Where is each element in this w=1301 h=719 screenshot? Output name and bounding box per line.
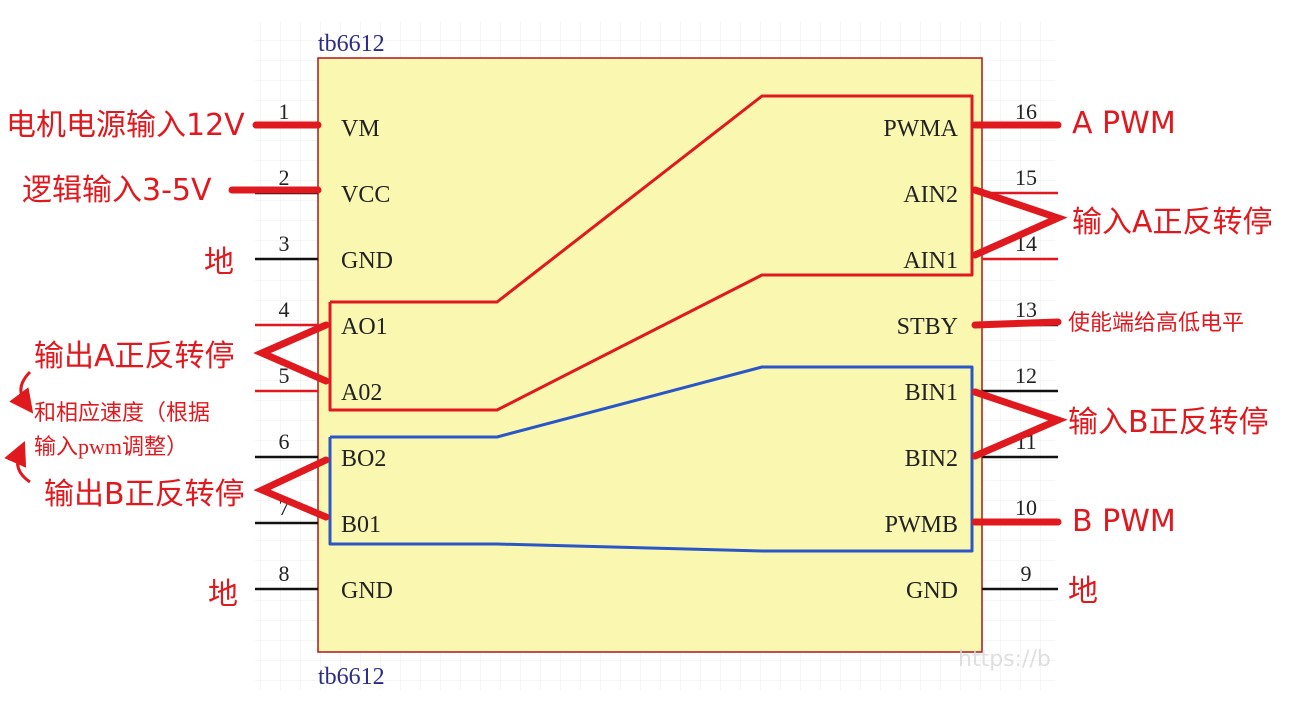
pin-name: BO2 (341, 446, 386, 472)
annotation-stby: 使能端给高低电平 (1068, 311, 1244, 336)
annotation-out-a: 输出A正反转停 (34, 339, 235, 374)
pin-6: 6 BO2 (255, 429, 386, 472)
connector-in-b (971, 388, 1068, 460)
annotation-connectors (228, 121, 1068, 526)
annotation-in-a: 输入A正反转停 (1072, 205, 1273, 240)
pin-13: 13 STBY (897, 297, 1058, 340)
pin-name: STBY (897, 314, 958, 340)
pin-15: 15 AIN2 (903, 165, 1058, 208)
connector-in-a (971, 186, 1068, 259)
pin-name: B01 (341, 512, 381, 538)
annotation-motor-power: 电机电源输入12V (6, 108, 245, 143)
chip-body (317, 57, 983, 653)
chip-name-top: tb6612 (318, 31, 385, 57)
annotation-speed-note-line1: 和相应速度（根据 (34, 400, 210, 425)
pin-name: AO1 (341, 314, 388, 340)
pin-number: 1 (279, 99, 290, 124)
annotation-logic-power: 逻辑输入3-5V (22, 173, 212, 208)
connector-out-b (253, 456, 330, 521)
pin-name: VM (341, 116, 380, 142)
pin-9: 9 GND (906, 561, 1058, 604)
pin-number: 9 (1021, 561, 1032, 586)
pin-name: BIN2 (905, 446, 958, 472)
pin-name: GND (906, 578, 958, 604)
pin-number: 5 (279, 363, 290, 388)
pin-5: 5 A02 (255, 363, 382, 406)
pin-name: AIN1 (903, 248, 958, 274)
pin-number: 10 (1015, 495, 1037, 520)
annotation-b-pwm: B PWM (1072, 504, 1176, 539)
pin-number: 3 (279, 231, 290, 256)
chip-name-bottom: tb6612 (318, 664, 385, 690)
pin-name: A02 (341, 380, 382, 406)
pin-name: PWMA (883, 116, 958, 142)
pin-8: 8 GND (255, 561, 393, 604)
annotation-gnd-pin9: 地 (1068, 574, 1098, 609)
curved-arrow-icon (9, 370, 34, 414)
annotation-in-b: 输入B正反转停 (1068, 405, 1269, 440)
annotation-speed-note-line2: 输入pwm调整） (34, 434, 188, 459)
pin-name: BIN1 (905, 380, 958, 406)
pin-number: 4 (279, 297, 290, 322)
connector-stby (971, 318, 1062, 329)
pin-7: 7 B01 (255, 495, 381, 538)
pin-number: 2 (279, 165, 290, 190)
annotation-a-pwm: A PWM (1072, 106, 1176, 141)
annotation-gnd-pin3: 地 (204, 245, 234, 280)
pin-number: 15 (1015, 165, 1037, 190)
pin-name: AIN2 (903, 182, 958, 208)
pin-number: 7 (279, 495, 290, 520)
pin-number: 13 (1015, 297, 1037, 322)
pin-name: PWMB (885, 512, 958, 538)
annotation-gnd-pin8: 地 (208, 577, 238, 612)
pin-number: 8 (279, 561, 290, 586)
pin-name: GND (341, 248, 393, 274)
channel-a-outline (328, 94, 974, 412)
pin-number: 12 (1015, 363, 1037, 388)
watermark: https://b (958, 647, 1051, 672)
pin-2: 2 VCC (255, 165, 390, 208)
pin-name: GND (341, 578, 393, 604)
pin-3: 3 GND (255, 231, 393, 274)
pin-4: 4 AO1 (255, 297, 388, 340)
pin-number: 6 (279, 429, 290, 454)
pin-number: 16 (1015, 99, 1037, 124)
pin-name: VCC (341, 182, 390, 208)
channel-b-outline (328, 365, 974, 553)
pins-layer: 1 VM 2 VCC 3 GND 4 AO1 5 A02 6 BO2 7 B01 8 GND 16 PWMA 15 A… (255, 99, 1058, 604)
pin-12: 12 BIN1 (905, 363, 1058, 406)
annotation-out-b: 输出B正反转停 (44, 477, 245, 512)
curved-arrow-icon (4, 441, 31, 484)
connector-out-a (253, 321, 330, 385)
